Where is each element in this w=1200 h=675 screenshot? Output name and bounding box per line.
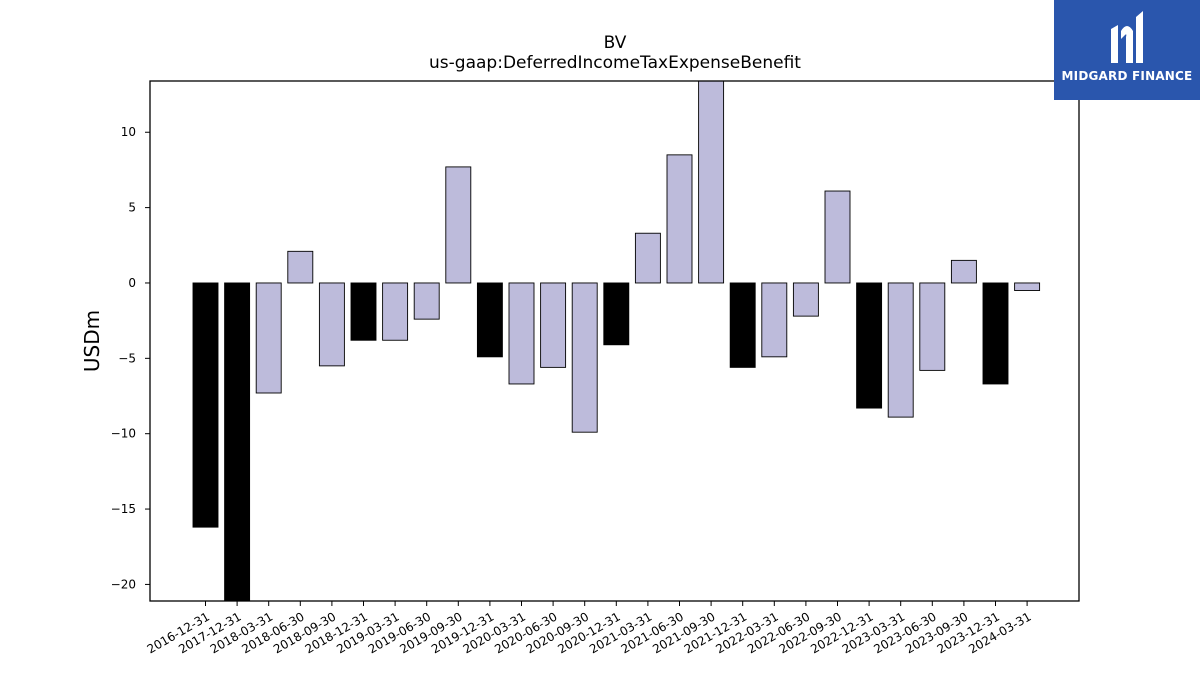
- bar-2022-03-31: [761, 282, 788, 358]
- bar-2023-03-31: [887, 282, 914, 418]
- y-tick-label: −10: [111, 427, 136, 441]
- y-tick-label: −20: [111, 577, 136, 591]
- y-axis-label: USDm: [80, 310, 104, 372]
- bar-2019-06-30: [413, 282, 440, 320]
- bar-2019-09-30: [445, 166, 472, 284]
- x-axis: 2016-12-312017-12-312018-03-312018-06-30…: [145, 601, 1034, 656]
- y-axis: 10 5 0 −5 −10 −15 −20: [111, 125, 150, 591]
- bar-2018-03-31: [255, 282, 282, 394]
- bar-2018-12-31: [350, 282, 377, 341]
- chart-subtitle: us-gaap:DeferredIncomeTaxExpenseBenefit: [429, 53, 801, 73]
- bar-2018-06-30: [287, 250, 314, 284]
- plot-frame: [149, 80, 1080, 602]
- y-tick-label: 5: [128, 201, 136, 215]
- bar-2016-12-31: [192, 282, 219, 528]
- bar-2019-03-31: [382, 282, 409, 341]
- bar-2022-12-31: [856, 282, 883, 409]
- bar-2023-09-30: [950, 259, 977, 284]
- logo-text: MIDGARD FINANCE: [1061, 69, 1193, 83]
- bar-2021-09-30: [698, 80, 725, 284]
- bar-2022-06-30: [792, 282, 819, 317]
- y-tick-label: −15: [111, 502, 136, 516]
- bar-2020-09-30: [571, 282, 598, 433]
- bar-2020-03-31: [508, 282, 535, 385]
- bar-2022-09-30: [824, 190, 851, 284]
- logo-mark-icon: [1111, 11, 1143, 63]
- chart-title: BV: [604, 33, 627, 53]
- y-tick-label: 10: [121, 125, 136, 139]
- bar-2017-12-31: [224, 282, 251, 602]
- bar-2023-12-31: [982, 282, 1009, 385]
- bar-2020-06-30: [540, 282, 567, 368]
- y-tick-label: −5: [118, 351, 136, 365]
- bars: [192, 80, 1041, 602]
- bar-2023-06-30: [919, 282, 946, 371]
- bar-2018-09-30: [318, 282, 345, 367]
- y-tick-label: 0: [128, 276, 136, 290]
- bar-2019-12-31: [476, 282, 503, 358]
- bar-2021-06-30: [666, 154, 693, 284]
- brand-logo: MIDGARD FINANCE: [1054, 0, 1200, 100]
- bar-2021-03-31: [634, 232, 661, 284]
- bar-2024-03-31: [1014, 282, 1041, 291]
- bar-2020-12-31: [603, 282, 630, 346]
- bar-2021-12-31: [729, 282, 756, 368]
